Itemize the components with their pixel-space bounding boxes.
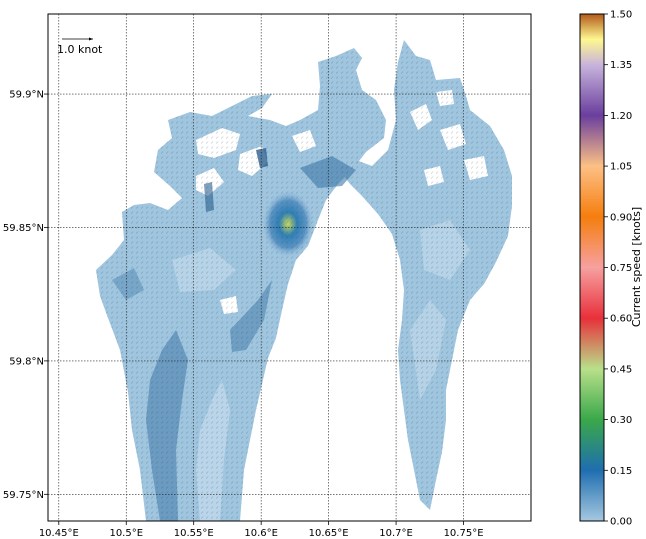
lat-tick-label: 59.8°N (9, 356, 44, 367)
lon-tick-label: 10.75°E (444, 528, 484, 539)
lon-tick-label: 10.65°E (309, 528, 349, 539)
colorbar-tick-label: 0.90 (610, 212, 632, 223)
current-vectors (96, 48, 386, 521)
vector-scale-key: 1.0 knot (57, 37, 103, 56)
plot-frame (47, 13, 532, 522)
lon-tick-label: 10.6°E (244, 528, 278, 539)
colorbar-tick-label: 0.45 (610, 364, 632, 375)
colorbar-tick-label: 0.00 (610, 517, 632, 528)
colorbar-gradient (579, 13, 605, 522)
colorbar-ticks: 1.50 1.35 1.20 1.05 0.90 0.75 0.60 0.45 0.30 0.15… (604, 10, 632, 528)
colorbar-tick-label: 1.35 (610, 60, 632, 71)
colorbar-tick-label: 1.20 (610, 111, 632, 122)
colorbar-tick-label: 0.30 (610, 415, 632, 426)
colorbar-tick-label: 1.05 (610, 162, 632, 173)
lon-tick-label: 10.7°E (379, 528, 413, 539)
lon-tick-label: 10.55°E (174, 528, 214, 539)
vector-key-label: 1.0 knot (57, 43, 103, 56)
lat-tick-label: 59.9°N (9, 90, 44, 101)
colorbar-label: Current speed [knots] (630, 207, 643, 327)
colorbar-tick-label: 0.15 (610, 466, 632, 477)
colorbar-tick-label: 1.50 (610, 10, 632, 21)
lon-tick-label: 10.5°E (109, 528, 143, 539)
graticule (48, 14, 531, 521)
lon-tick-label: 10.45°E (39, 528, 79, 539)
colorbar-tick-label: 0.75 (610, 263, 632, 274)
lat-tick-label: 59.75°N (3, 490, 44, 501)
axis-ticks: 10.45°E 10.5°E 10.55°E 10.6°E 10.65°E 10.7°E 1… (3, 90, 484, 539)
colorbar-tick-label: 0.60 (610, 314, 632, 325)
water-body (96, 40, 512, 521)
colorbar: 1.50 1.35 1.20 1.05 0.90 0.75 0.60 0.45 0.30 0.15… (579, 10, 643, 528)
lat-tick-label: 59.85°N (3, 223, 44, 234)
